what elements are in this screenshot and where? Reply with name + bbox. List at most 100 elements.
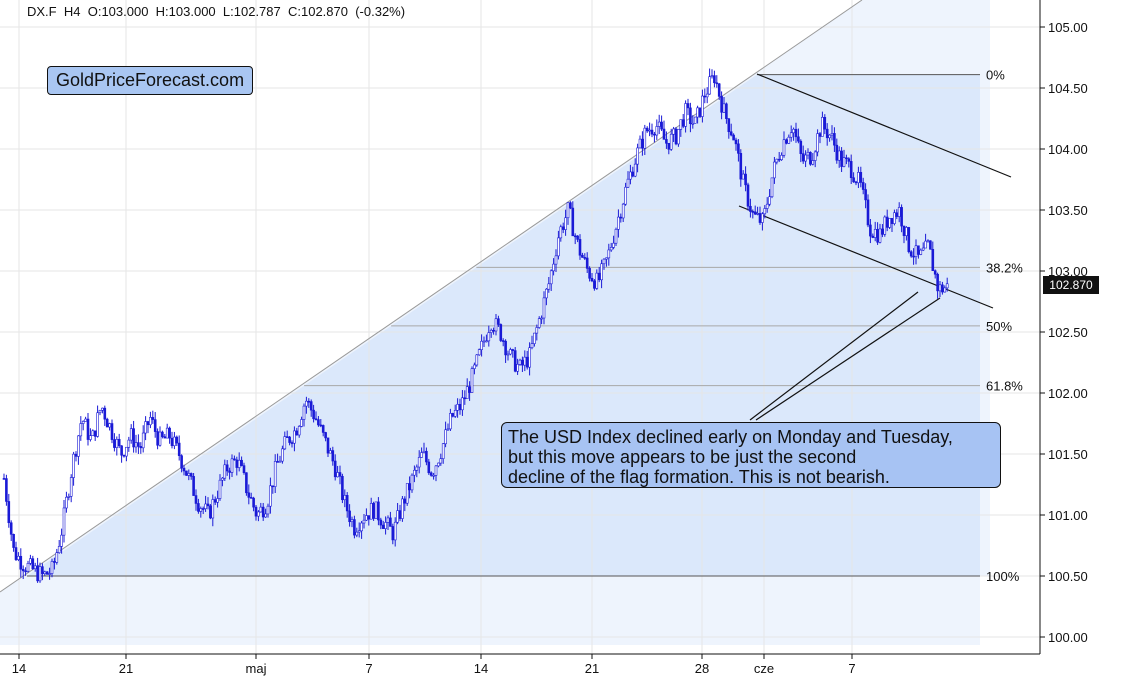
candle-body	[7, 501, 11, 524]
candle-body	[26, 562, 30, 572]
candle-body	[545, 288, 548, 299]
candle-body	[818, 133, 822, 137]
candle-body	[389, 517, 392, 527]
candle-body	[425, 450, 428, 463]
candle-body	[847, 158, 851, 162]
candle-body	[542, 297, 546, 319]
candle-body	[648, 129, 651, 132]
candle-body	[636, 147, 639, 165]
candle-body	[926, 240, 930, 243]
candle-body	[81, 421, 85, 424]
candle-body	[393, 521, 397, 541]
candle-body	[60, 534, 63, 547]
candle-body	[941, 284, 944, 293]
candle-body	[864, 189, 867, 201]
candle-body	[602, 258, 606, 265]
candle-body	[41, 566, 44, 574]
candle-body	[475, 354, 479, 366]
candle-body	[686, 103, 690, 109]
candle-body	[806, 151, 810, 156]
candle-body	[917, 245, 920, 255]
candle-body	[86, 418, 90, 440]
candle-body	[398, 510, 402, 519]
candle-body	[96, 412, 99, 437]
candle-body	[293, 430, 296, 444]
candle-body	[247, 492, 251, 498]
candle-body	[633, 163, 637, 177]
candle-body	[403, 498, 407, 504]
annotation-box: The USD Index declined early on Monday a…	[501, 422, 1001, 488]
candle-body	[597, 272, 601, 281]
candle-body	[461, 397, 464, 411]
candle-body	[485, 340, 488, 343]
candle-body	[350, 519, 354, 523]
candle-body	[170, 437, 174, 447]
candle-body	[326, 437, 330, 454]
candle-body	[374, 501, 378, 519]
candle-body	[290, 442, 294, 444]
candle-body	[55, 552, 59, 563]
candle-body	[653, 133, 656, 136]
candle-body	[506, 353, 510, 356]
candle-body	[149, 417, 152, 426]
candle-body	[489, 329, 493, 333]
candle-body	[854, 181, 858, 184]
candle-body	[69, 477, 73, 497]
candle-body	[367, 515, 371, 520]
candle-body	[470, 368, 474, 393]
candle-body	[645, 127, 649, 132]
candle-body	[206, 503, 210, 507]
candle-body	[125, 446, 128, 457]
candle-body	[230, 458, 234, 473]
candle-body	[540, 317, 543, 320]
candle-body	[734, 139, 738, 145]
candle-body	[869, 224, 872, 237]
candle-body	[465, 386, 469, 399]
candle-body	[151, 417, 155, 420]
candle-body	[134, 442, 138, 448]
candle-body	[852, 177, 855, 183]
candle-body	[638, 138, 642, 149]
candle-body	[890, 217, 894, 224]
low-value: L:102.787	[222, 4, 281, 19]
x-tick-label: 28	[695, 661, 709, 676]
candle-body	[405, 483, 409, 504]
candle-body	[29, 558, 32, 564]
candle-body	[451, 413, 455, 417]
x-tick-label: cze	[754, 661, 774, 676]
candle-body	[938, 284, 942, 292]
candle-body	[122, 454, 126, 457]
candle-body	[701, 95, 704, 117]
candle-body	[281, 448, 284, 462]
candle-body	[271, 485, 275, 488]
candle-body	[931, 249, 935, 272]
candle-body	[804, 154, 807, 162]
candle-body	[204, 503, 207, 509]
candle-body	[468, 386, 471, 393]
candle-body	[720, 96, 723, 113]
candle-body	[715, 82, 719, 85]
candle-body	[444, 429, 447, 445]
fib-label: 38.2%	[986, 260, 1023, 275]
candle-body	[180, 455, 183, 469]
candle-body	[372, 503, 375, 519]
candle-body	[552, 263, 555, 272]
candle-body	[453, 410, 457, 417]
fib-label: 50%	[986, 319, 1012, 334]
candle-body	[487, 332, 491, 342]
candle-body	[245, 472, 248, 494]
candle-body	[698, 107, 702, 117]
candle-body	[751, 211, 755, 213]
brand-badge: GoldPriceForecast.com	[47, 66, 254, 95]
candle-body	[727, 118, 731, 133]
candle-body	[264, 513, 267, 518]
candle-body	[216, 498, 219, 503]
candle-body	[173, 436, 176, 447]
candle-body	[420, 452, 423, 458]
candle-body	[14, 547, 18, 560]
candle-body	[650, 129, 654, 135]
candle-body	[876, 229, 879, 243]
candle-body	[809, 151, 812, 165]
candle-body	[689, 107, 692, 125]
candle-body	[693, 116, 697, 124]
